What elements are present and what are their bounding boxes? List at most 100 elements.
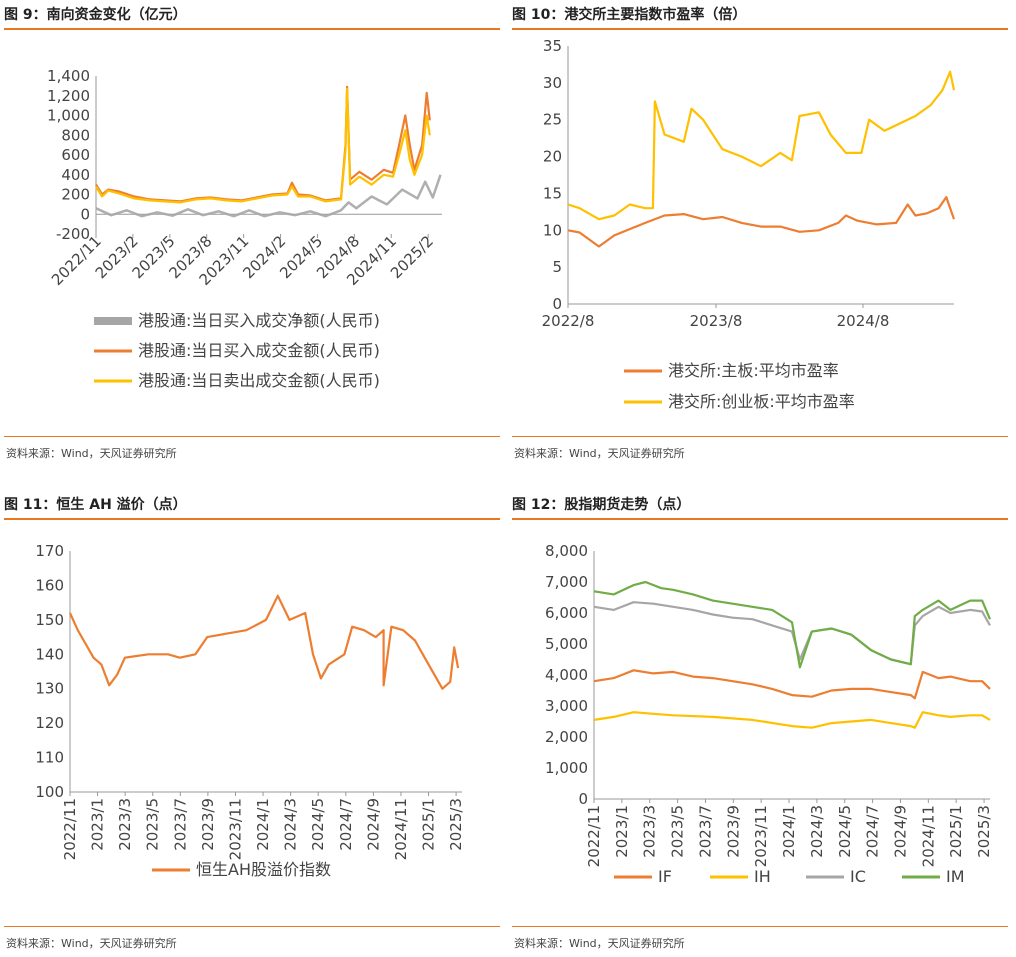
x-tick-label: 2023/3 bbox=[116, 798, 134, 851]
y-tick-label: 4,000 bbox=[545, 666, 588, 684]
x-tick-label: 2024/7 bbox=[337, 798, 355, 851]
panel-hkex-pe: 图 10：港交所主要指数市盈率（倍） 35 30 25 20 15 10 5 0 2022/8 2… bbox=[512, 4, 1008, 464]
footer-divider bbox=[512, 926, 1008, 927]
x-tick-label: 2023/7 bbox=[696, 805, 714, 858]
y-tick-label: 7,000 bbox=[545, 573, 588, 591]
x-tick-label: 2024/11 bbox=[919, 805, 937, 867]
y-tick-label: 35 bbox=[543, 37, 562, 55]
series-line-2 bbox=[593, 711, 991, 729]
series-line-3 bbox=[593, 601, 991, 666]
y-tick-label: 1,000 bbox=[47, 107, 90, 125]
series-line-1 bbox=[95, 174, 442, 218]
x-tick-label: 2023/11 bbox=[226, 798, 244, 860]
source-note: 资料来源：Wind，天风证券研究所 bbox=[6, 447, 177, 460]
legend-label: 港股通:当日卖出成交金额(人民币) bbox=[138, 371, 380, 390]
legend-label: 港交所:创业板:平均市盈率 bbox=[668, 392, 855, 411]
y-tick-label: 0 bbox=[80, 205, 90, 223]
panel-ah-premium: 图 11：恒生 AH 溢价（点） 170 160 150 140 130 120 110 10… bbox=[4, 494, 500, 954]
x-tick-label: 2024/3 bbox=[282, 798, 300, 851]
legend-label: 港股通:当日买入成交净额(人民币) bbox=[138, 311, 380, 330]
x-tick-label: 2024/3 bbox=[808, 805, 826, 858]
y-tick-label: 10 bbox=[543, 221, 562, 239]
x-tick-label: 2023/3 bbox=[641, 805, 659, 858]
x-tick-label: 2023/1 bbox=[89, 798, 107, 851]
title-divider bbox=[4, 518, 500, 520]
y-tick-label: -200 bbox=[56, 225, 90, 243]
x-tick-label: 2023/9 bbox=[199, 798, 217, 851]
x-tick-label: 2022/8 bbox=[542, 312, 595, 330]
y-tick-label: 0 bbox=[578, 790, 588, 808]
footer-divider bbox=[512, 436, 1008, 437]
x-tick-label: 2023/1 bbox=[613, 805, 631, 858]
series-line-2 bbox=[95, 85, 431, 203]
legend-label: 恒生AH股溢价指数 bbox=[196, 860, 331, 879]
y-tick-label: 150 bbox=[35, 611, 64, 629]
y-tick-label: 5 bbox=[552, 258, 562, 276]
x-tick-label: 2023/7 bbox=[171, 798, 189, 851]
x-tick-label: 2024/5 bbox=[309, 798, 327, 851]
y-tick-label: 200 bbox=[61, 186, 90, 204]
x-tick-label: 2024/1 bbox=[254, 798, 272, 851]
series-line-1 bbox=[593, 669, 991, 700]
legend-label: IH bbox=[754, 867, 771, 886]
title-divider bbox=[4, 28, 500, 30]
source-note: 资料来源：Wind，天风证券研究所 bbox=[6, 937, 177, 950]
legend-label: IM bbox=[946, 867, 965, 886]
x-tick-label: 2024/1 bbox=[780, 805, 798, 858]
series-line-1 bbox=[68, 594, 460, 690]
southbound-flow-chart: 1,4001,2001,0008006004002000-2002022/112… bbox=[47, 67, 442, 390]
x-tick-label: 2024/5 bbox=[836, 805, 854, 858]
x-tick-label: 2024/7 bbox=[864, 805, 882, 858]
footer-divider bbox=[4, 926, 500, 927]
x-tick-label: 2024/11 bbox=[392, 798, 410, 860]
x-tick-label: 2023/9 bbox=[724, 805, 742, 858]
panel-title: 图 11：恒生 AH 溢价（点） bbox=[4, 497, 187, 513]
panel-index-futures: 图 12：股指期货走势（点） 8,000 7,000 6,000 5,000 4,000… bbox=[512, 494, 1008, 954]
y-tick-label: 1,400 bbox=[47, 67, 90, 85]
y-tick-label: 15 bbox=[543, 184, 562, 202]
y-tick-label: 110 bbox=[35, 749, 64, 767]
y-tick-label: 170 bbox=[35, 542, 64, 560]
y-tick-label: 6,000 bbox=[545, 604, 588, 622]
footer-divider bbox=[4, 436, 500, 437]
index-futures-chart: 8,000 7,000 6,000 5,000 4,000 3,000 2,000 1,000… bbox=[545, 542, 993, 886]
x-tick-label: 2024/8 bbox=[837, 312, 890, 330]
legend-label: 港交所:主板:平均市盈率 bbox=[668, 361, 839, 380]
y-tick-label: 100 bbox=[35, 783, 64, 801]
x-tick-label: 2022/11 bbox=[585, 805, 603, 867]
x-tick-label: 2024/9 bbox=[364, 798, 382, 851]
title-divider bbox=[512, 28, 1008, 30]
source-note: 资料来源：Wind，天风证券研究所 bbox=[514, 937, 685, 950]
y-tick-label: 130 bbox=[35, 680, 64, 698]
x-tick-label: 2022/11 bbox=[61, 798, 79, 860]
x-tick-label: 2023/5 bbox=[144, 798, 162, 851]
x-tick-label: 2023/11 bbox=[752, 805, 770, 867]
title-divider bbox=[512, 518, 1008, 520]
y-tick-label: 8,000 bbox=[545, 542, 588, 560]
series-line-3 bbox=[95, 87, 431, 204]
y-tick-label: 120 bbox=[35, 714, 64, 732]
y-tick-label: 20 bbox=[543, 148, 562, 166]
x-tick-label: 2024/9 bbox=[891, 805, 909, 858]
y-tick-label: 3,000 bbox=[545, 697, 588, 715]
y-tick-label: 140 bbox=[35, 645, 64, 663]
series-line-4 bbox=[593, 580, 992, 669]
x-tick-label: 2025/1 bbox=[420, 798, 438, 851]
y-tick-label: 30 bbox=[543, 74, 562, 92]
y-tick-label: 400 bbox=[61, 166, 90, 184]
panel-southbound-flow: 图 9：南向资金变化（亿元） 1,400 1,200 1,000 800 600 400 2… bbox=[4, 4, 500, 464]
y-tick-label: 25 bbox=[543, 111, 562, 129]
y-tick-label: 2,000 bbox=[545, 728, 588, 746]
y-tick-label: 5,000 bbox=[545, 635, 588, 653]
x-tick-label: 2023/5 bbox=[669, 805, 687, 858]
x-tick-label: 2025/1 bbox=[947, 805, 965, 858]
y-tick-label: 1,200 bbox=[47, 87, 90, 105]
series-line-2 bbox=[567, 70, 956, 221]
legend-label: IF bbox=[658, 867, 672, 886]
x-tick-label: 2025/3 bbox=[447, 798, 465, 851]
panel-title: 图 12：股指期货走势（点） bbox=[512, 497, 691, 513]
y-tick-label: 160 bbox=[35, 576, 64, 594]
panel-title: 图 10：港交所主要指数市盈率（倍） bbox=[512, 7, 747, 23]
